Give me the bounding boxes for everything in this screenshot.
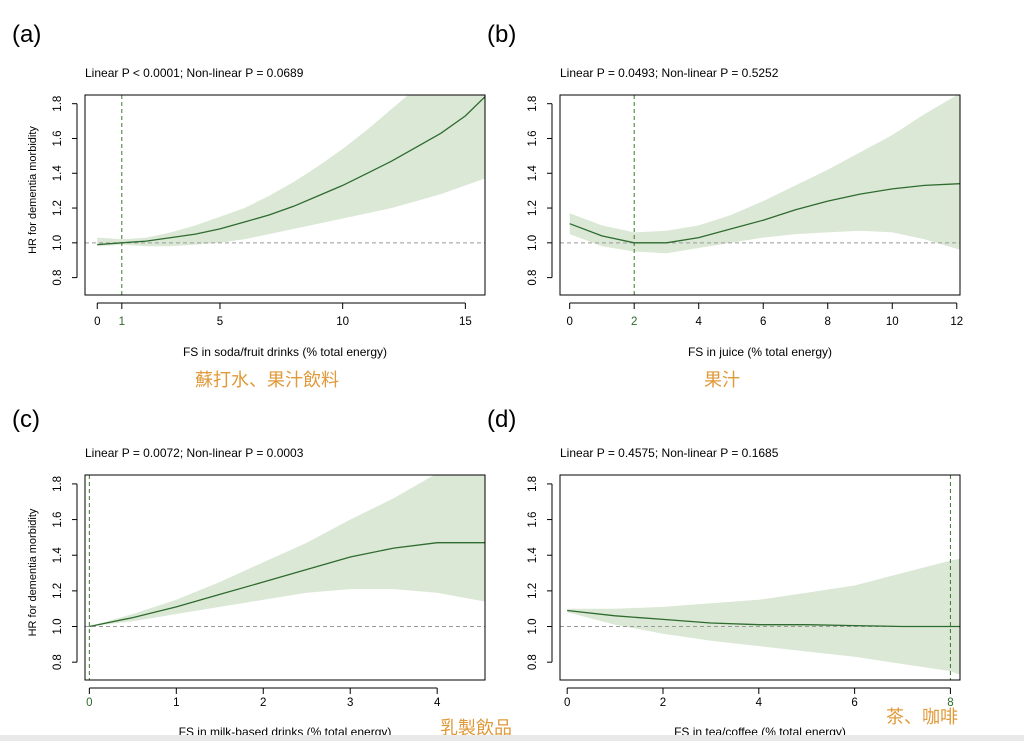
hr-curve — [567, 609, 960, 628]
chart-panel-2: (b) Linear P = 0.0493; Non-linear P = 0.5… — [487, 21, 963, 391]
x-tick-label: 6 — [760, 316, 766, 328]
confidence-band — [569, 95, 960, 254]
y-tick-label: 1.0 — [52, 235, 64, 251]
panel-label: (d) — [487, 406, 516, 433]
plot-area — [85, 475, 485, 680]
plot-frame — [84, 94, 486, 296]
x-axis-label: FS in juice (% total energy) — [688, 345, 832, 359]
category-annotation: 蘇打水、果汁飲料 — [195, 370, 339, 391]
x-tick-label: 12 — [950, 316, 963, 328]
bottom-edge-strip — [0, 735, 1024, 741]
y-tick-label: 0.8 — [527, 270, 539, 286]
chart-panel-1: (a) Linear P < 0.0001; Non-linear P = 0.0… — [12, 21, 486, 391]
hr-curve — [89, 542, 485, 628]
x-tick-label: 3 — [347, 697, 353, 709]
plot-area — [560, 475, 960, 680]
y-tick-label: 1.6 — [52, 130, 64, 146]
confidence-band — [567, 558, 960, 675]
y-axis-label: HR for dementia morbidity — [27, 508, 39, 636]
y-tick-label: 0.8 — [52, 654, 64, 670]
y-tick-label: 1.2 — [527, 200, 539, 216]
y-tick-label: 1.4 — [527, 165, 539, 182]
x-tick-label: 2 — [260, 697, 266, 709]
x-tick-label: 1 — [119, 316, 125, 328]
y-axis-label: HR for dementia morbidity — [27, 126, 39, 254]
y-tick-label: 1.8 — [52, 96, 64, 112]
x-tick-label: 4 — [756, 697, 763, 709]
x-tick-label: 8 — [947, 697, 953, 709]
y-tick-label: 1.6 — [527, 130, 539, 146]
confidence-band — [89, 475, 485, 627]
p-value-title: Linear P < 0.0001; Non-linear P = 0.0689 — [85, 66, 304, 80]
plot-area — [85, 95, 485, 295]
y-tick-label: 1.0 — [527, 235, 539, 251]
category-annotation: 乳製飲品 — [440, 718, 512, 739]
x-tick-label: 15 — [459, 316, 472, 328]
p-value-title: Linear P = 0.0493; Non-linear P = 0.5252 — [560, 66, 779, 80]
y-tick-label: 1.0 — [527, 619, 539, 635]
plot-area — [560, 95, 960, 295]
y-tick-label: 1.2 — [52, 583, 64, 599]
y-tick-label: 1.2 — [527, 583, 539, 599]
y-tick-label: 1.4 — [527, 547, 539, 564]
x-tick-label: 0 — [564, 697, 570, 709]
x-tick-label: 4 — [434, 697, 441, 709]
panel-label: (a) — [12, 21, 41, 48]
x-tick-label: 2 — [660, 697, 666, 709]
p-value-title: Linear P = 0.0072; Non-linear P = 0.0003 — [85, 446, 304, 460]
confidence-band — [97, 95, 485, 247]
y-tick-label: 1.8 — [52, 476, 64, 492]
p-value-title: Linear P = 0.4575; Non-linear P = 0.1685 — [560, 446, 779, 460]
y-tick-label: 0.8 — [52, 270, 64, 286]
x-tick-label: 4 — [696, 316, 703, 328]
plot-frame — [559, 474, 961, 681]
y-tick-label: 1.2 — [52, 200, 64, 216]
y-tick-label: 1.0 — [52, 619, 64, 635]
category-annotation: 茶、咖啡 — [886, 707, 958, 728]
chart-panel-4: (d) Linear P = 0.4575; Non-linear P = 0.1… — [487, 406, 961, 739]
hr-curve — [569, 183, 960, 244]
plot-frame — [559, 94, 961, 296]
x-tick-label: 0 — [86, 697, 92, 709]
x-axis-label: FS in soda/fruit drinks (% total energy) — [183, 345, 387, 359]
y-tick-label: 1.6 — [52, 512, 64, 528]
y-tick-label: 0.8 — [527, 654, 539, 670]
y-tick-label: 1.8 — [527, 96, 539, 112]
category-annotation: 果汁 — [704, 370, 740, 391]
panel-label: (b) — [487, 21, 516, 48]
x-tick-label: 5 — [217, 316, 223, 328]
y-tick-label: 1.4 — [52, 165, 64, 182]
hr-curve — [97, 96, 485, 246]
y-tick-label: 1.6 — [527, 512, 539, 528]
x-tick-label: 10 — [336, 316, 349, 328]
x-tick-label: 1 — [173, 697, 179, 709]
x-tick-label: 0 — [566, 316, 572, 328]
x-tick-label: 2 — [631, 316, 637, 328]
y-tick-label: 1.8 — [527, 476, 539, 492]
plot-frame — [84, 474, 486, 681]
x-tick-label: 10 — [886, 316, 899, 328]
x-tick-label: 6 — [851, 697, 857, 709]
x-tick-label: 0 — [94, 316, 100, 328]
panel-label: (c) — [12, 406, 40, 433]
y-tick-label: 1.4 — [52, 547, 64, 564]
chart-panel-3: (c) Linear P = 0.0072; Non-linear P = 0.0… — [12, 406, 512, 739]
x-tick-label: 8 — [825, 316, 831, 328]
